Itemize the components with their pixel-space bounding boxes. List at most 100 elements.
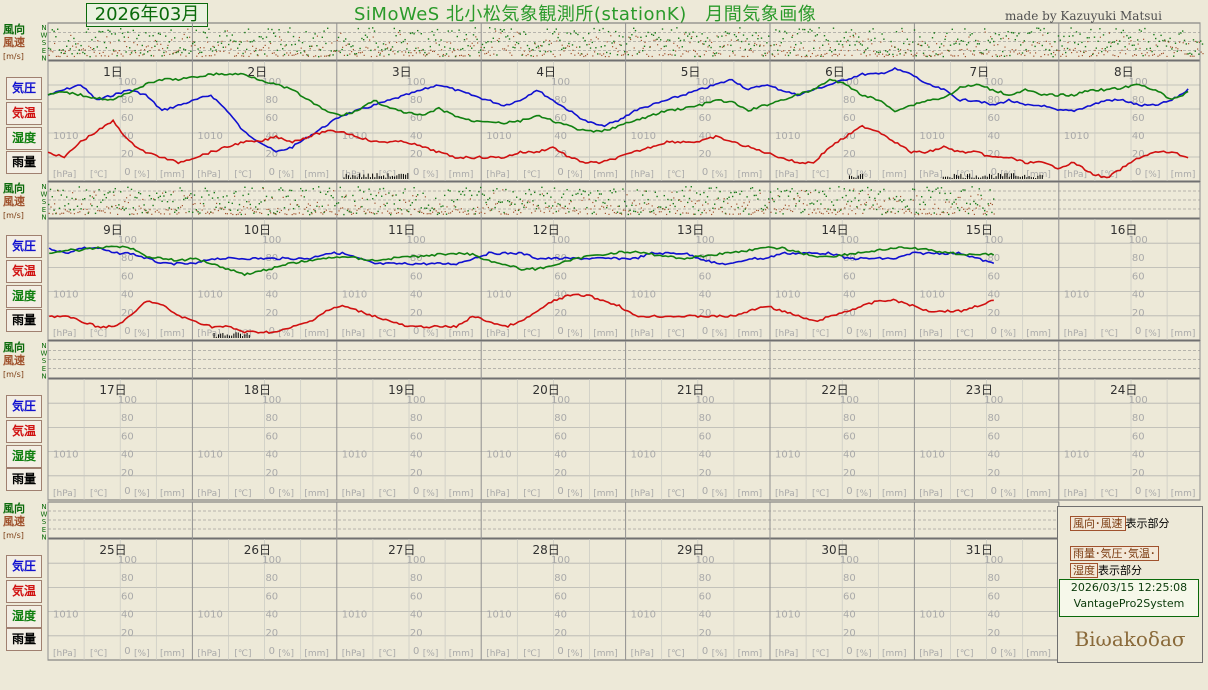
- wind-direction-dot: [881, 213, 883, 216]
- wind-direction-dot: [984, 209, 986, 212]
- wind-direction-dot: [451, 30, 453, 32]
- wind-speed-dot: [979, 52, 981, 54]
- wind-direction-dot: [174, 37, 176, 39]
- wind-speed-dot: [781, 209, 783, 211]
- wind-speed-dot: [208, 213, 210, 215]
- unit-label: [hPa]: [775, 170, 798, 180]
- wind-direction-dot: [780, 190, 782, 193]
- wind-direction-dot: [341, 48, 343, 51]
- wind-speed-dot: [820, 54, 822, 56]
- wind-direction-dot: [138, 34, 140, 36]
- wind-direction-dot: [706, 196, 709, 198]
- wind-speed-dot: [300, 47, 302, 49]
- wind-speed-dot: [779, 45, 781, 47]
- wind-speed-dot: [100, 55, 102, 57]
- wind-speed-dot: [622, 54, 624, 56]
- wind-direction-dot: [471, 47, 473, 49]
- wind-speed-dot: [84, 49, 86, 51]
- wind-speed-dot: [630, 38, 632, 41]
- wind-speed-dot: [1130, 40, 1132, 42]
- wind-direction-dot: [417, 194, 419, 196]
- wind-direction-dot: [696, 192, 698, 194]
- humidity-tick-label: 20: [265, 149, 278, 160]
- humidity-tick-label: 60: [554, 271, 567, 282]
- humidity-tick-label: 0: [702, 167, 708, 178]
- day-label: 4日: [536, 65, 556, 79]
- unit-label: [mm]: [1026, 170, 1051, 180]
- wind-speed-dot: [723, 198, 725, 200]
- wind-speed-dot: [775, 43, 777, 46]
- wind-speed-dot: [149, 209, 151, 211]
- wind-direction-dot: [172, 200, 174, 203]
- wind-direction-dot: [1016, 35, 1018, 37]
- wind-direction-dot: [1182, 30, 1184, 32]
- wind-direction-dot: [373, 213, 376, 215]
- wind-direction-dot: [714, 203, 716, 205]
- wind-speed-dot: [423, 212, 425, 215]
- unit-label: [hPa]: [53, 489, 76, 499]
- wind-direction-dot: [744, 208, 746, 210]
- legend-rain: 雨量: [6, 628, 42, 651]
- wind-speed-dot: [171, 208, 173, 210]
- wind-speed-dot: [237, 52, 239, 54]
- wind-speed-dot: [370, 211, 372, 214]
- wind-speed-dot: [815, 55, 817, 57]
- wind-speed-dot: [639, 203, 641, 205]
- unit-label: [%]: [856, 489, 872, 499]
- humidity-tick-label: 60: [410, 113, 423, 124]
- wind-direction-dot: [791, 36, 793, 38]
- wind-speed-dot: [439, 203, 441, 205]
- wind-speed-dot: [162, 47, 164, 50]
- wind-speed-dot: [192, 203, 194, 205]
- wind-speed-dot: [817, 54, 819, 56]
- wind-speed-dot: [631, 202, 633, 204]
- wind-speed-dot: [874, 53, 876, 55]
- wind-speed-dot: [302, 213, 304, 215]
- wind-direction-dot: [874, 37, 876, 40]
- wind-speed-dot: [795, 54, 797, 56]
- wind-direction-dot: [303, 196, 305, 198]
- wind-direction-dot: [112, 49, 115, 51]
- wind-speed-dot: [471, 209, 473, 211]
- wind-direction-dot: [310, 211, 313, 214]
- wind-speed-dot: [799, 48, 801, 50]
- wind-speed-dot: [860, 204, 862, 206]
- wind-direction-dot: [327, 191, 329, 193]
- unit-label: [%]: [856, 329, 872, 339]
- wind-direction-dot: [359, 47, 361, 50]
- wind-speed-dot: [1004, 46, 1006, 48]
- wind-speed-dot: [1085, 50, 1087, 52]
- wind-speed-dot: [313, 55, 315, 58]
- wind-speed-dot: [448, 55, 450, 57]
- wind-speed-dot: [639, 51, 641, 53]
- wind-speed-dot: [1116, 39, 1118, 42]
- wind-direction-dot: [611, 42, 613, 44]
- wind-speed-dot: [390, 48, 392, 50]
- wind-speed-dot: [905, 210, 907, 212]
- wind-direction-dot: [903, 199, 905, 201]
- wind-speed-dot: [268, 208, 270, 211]
- wind-direction-dot: [757, 38, 759, 40]
- wind-direction-dot: [105, 47, 107, 49]
- wind-direction-dot: [51, 196, 53, 198]
- wind-speed-dot: [1162, 52, 1164, 54]
- wind-direction-dot: [355, 53, 358, 55]
- wind-speed-dot: [513, 211, 515, 213]
- wind-direction-dot: [962, 40, 964, 42]
- wind-direction-dot: [958, 43, 961, 45]
- unit-label: [mm]: [449, 649, 474, 659]
- day-label: 19日: [388, 383, 415, 397]
- wind-speed-dot: [531, 212, 533, 214]
- wind-direction-dot: [240, 41, 242, 43]
- wind-speed-dot: [1029, 52, 1031, 54]
- wind-direction-dot: [357, 186, 359, 188]
- wind-speed-dot: [734, 54, 736, 56]
- humidity-tick-label: 80: [843, 95, 856, 106]
- wind-speed-dot: [432, 50, 434, 53]
- wind-speed-dot: [214, 54, 216, 56]
- wind-direction-dot: [548, 43, 550, 46]
- wind-speed-dot: [531, 49, 533, 51]
- wind-direction-dot: [645, 35, 647, 37]
- wind-direction-dot: [233, 192, 235, 194]
- wind-direction-dot: [139, 193, 142, 195]
